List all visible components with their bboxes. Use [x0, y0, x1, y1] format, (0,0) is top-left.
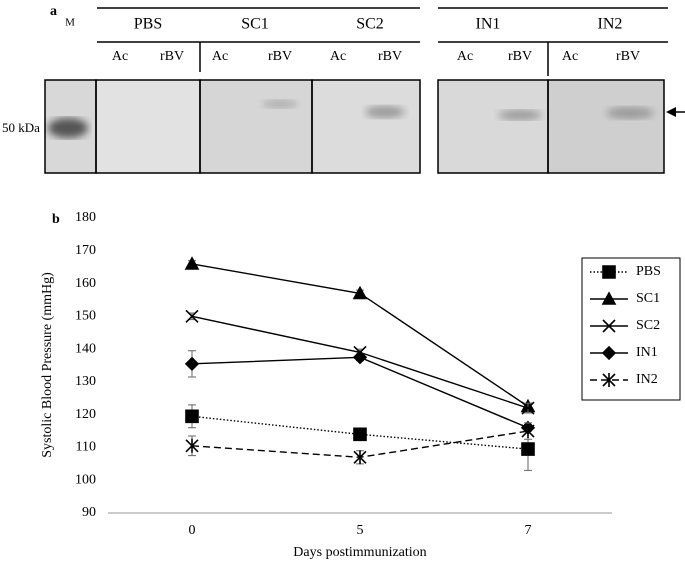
y-axis-title: Systolic Blood Pressure (mmHg) — [40, 272, 55, 458]
group-label: SC1 — [241, 16, 269, 33]
lane-label: rBV — [160, 49, 184, 64]
series-line — [191, 263, 529, 408]
data-point — [184, 256, 200, 270]
marker-lane-label: M — [65, 17, 75, 29]
blot-image — [44, 79, 685, 174]
legend-marker — [602, 319, 616, 333]
panel-label: b — [52, 212, 60, 227]
y-tick-label: 100 — [75, 472, 96, 487]
y-tick-label: 90 — [82, 505, 96, 520]
y-tick-label: 110 — [76, 440, 96, 455]
y-tick-label: 160 — [75, 276, 96, 291]
data-point — [353, 427, 367, 442]
legend-marker — [601, 345, 617, 361]
legend-marker — [602, 265, 616, 279]
y-tick-label: 180 — [75, 210, 96, 225]
y-tick-label: 170 — [75, 243, 96, 258]
lane-label: rBV — [616, 49, 640, 64]
x-tick-label: 5 — [357, 523, 364, 538]
lane-label: Ac — [457, 49, 473, 64]
lane-label: Ac — [112, 49, 128, 64]
legend-label: PBS — [636, 264, 661, 279]
data-point — [185, 409, 199, 424]
legend — [581, 257, 681, 401]
group-label: IN1 — [476, 16, 501, 33]
legend-label: IN2 — [636, 372, 658, 387]
y-tick-label: 140 — [75, 341, 96, 356]
group-label: SC2 — [356, 16, 384, 33]
data-point — [353, 450, 367, 465]
x-tick-label: 7 — [525, 523, 532, 538]
data-point — [521, 424, 535, 439]
data-point — [352, 350, 368, 365]
data-point — [521, 401, 535, 415]
lane-label: rBV — [508, 49, 532, 64]
lane-label: Ac — [562, 49, 578, 64]
data-point — [521, 442, 535, 456]
lane-label: Ac — [212, 49, 228, 64]
legend-marker — [601, 291, 617, 305]
lane-label: rBV — [378, 49, 402, 64]
group-label: PBS — [134, 16, 162, 33]
legend-label: SC2 — [636, 318, 660, 333]
data-point — [185, 438, 199, 453]
series-line — [191, 356, 529, 429]
x-axis-title: Days postimmunization — [293, 545, 426, 560]
x-tick-label: 0 — [189, 523, 196, 538]
legend-label: SC1 — [636, 291, 660, 306]
blot-frame — [97, 7, 668, 76]
y-tick-label: 120 — [75, 407, 96, 422]
data-point — [184, 356, 200, 371]
lane-label: Ac — [330, 49, 346, 64]
y-tick-label: 130 — [75, 374, 96, 389]
data-point — [352, 285, 368, 300]
lane-label: rBV — [268, 49, 292, 64]
legend-marker — [602, 373, 616, 387]
size-label: 50 kDa — [2, 120, 40, 135]
data-point — [185, 309, 199, 323]
group-label: IN2 — [598, 16, 623, 33]
y-tick-label: 150 — [75, 309, 96, 324]
panel-label: a — [50, 4, 57, 19]
legend-label: IN1 — [636, 345, 658, 360]
